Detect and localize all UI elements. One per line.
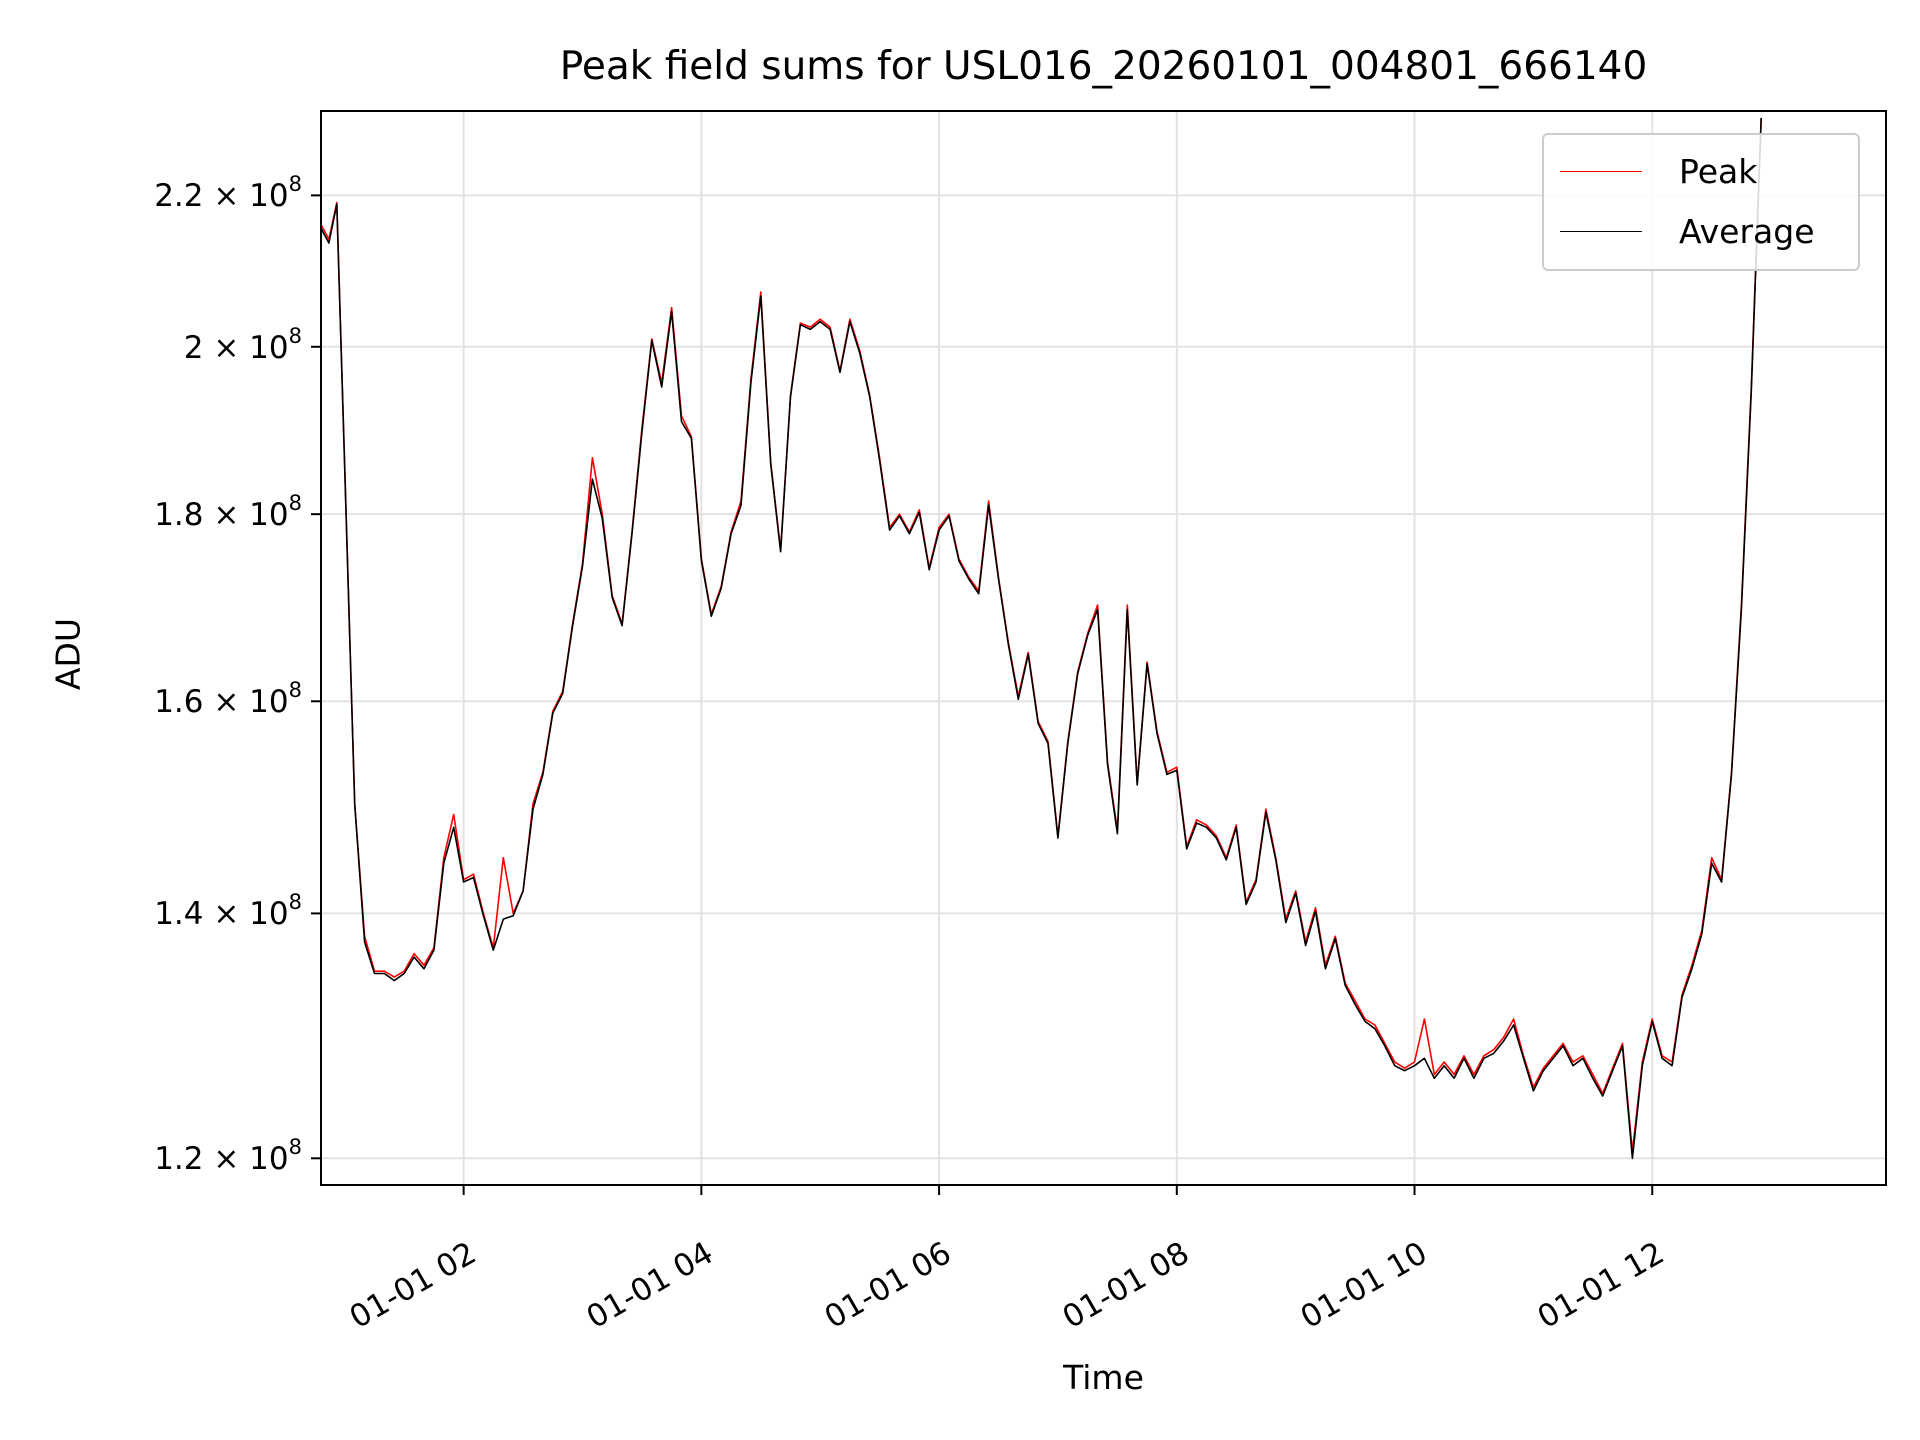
legend-swatch-average: [1560, 231, 1642, 232]
grid-lines: [321, 111, 1886, 1185]
y-tick-label: 1.2 × 108: [154, 1135, 302, 1178]
chart-title: Peak field sums for USL016_20260101_0048…: [559, 44, 1648, 89]
series-line-peak: [320, 117, 1762, 1153]
axes-frame: [320, 110, 1887, 1186]
legend-entry-average: Average: [1544, 212, 1858, 252]
legend-label-peak: Peak: [1679, 152, 1758, 191]
y-tick-label: 1.4 × 108: [154, 890, 302, 933]
legend-swatch-peak: [1560, 171, 1642, 172]
tick-marks: [311, 194, 1654, 1195]
x-axis-label: Time: [1063, 1358, 1144, 1397]
legend: Peak Average: [1542, 133, 1860, 271]
legend-entry-peak: Peak: [1544, 152, 1858, 192]
y-axis-label: ADU: [48, 617, 88, 691]
y-tick-label: 1.6 × 108: [154, 678, 302, 721]
series-lines: [320, 117, 1762, 1160]
legend-label-average: Average: [1679, 212, 1815, 251]
y-tick-label: 1.8 × 108: [154, 490, 302, 534]
y-tick-label: 2 × 108: [183, 323, 302, 366]
series-line-average: [320, 117, 1762, 1160]
y-tick-label: 2.2 × 108: [154, 172, 302, 215]
